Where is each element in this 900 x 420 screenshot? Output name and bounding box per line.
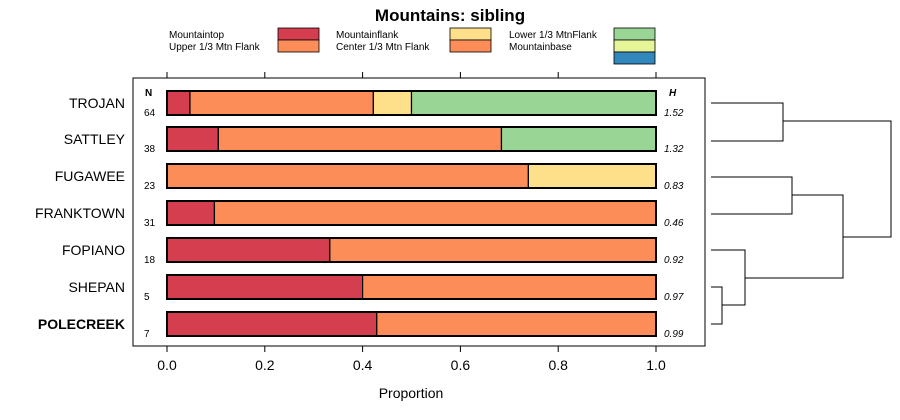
bar-outline: [166, 126, 657, 152]
dendrogram-branch: [783, 120, 892, 238]
bar-segment: [166, 311, 378, 337]
dendrogram-branch: [711, 249, 746, 306]
bar-segment: [329, 237, 657, 263]
h-value: 0.97: [664, 292, 684, 303]
x-tick-label: 1.0: [646, 357, 666, 373]
bar-segment: [527, 163, 657, 189]
bar-outline: [166, 237, 657, 263]
dendrogram-branch: [711, 286, 723, 325]
n-header: N: [145, 88, 152, 99]
bar-segment: [362, 274, 657, 300]
legend-label: Center 1/3 Mtn Flank: [336, 42, 430, 53]
bar-segment: [166, 200, 216, 226]
bar-segment: [410, 90, 657, 116]
h-value: 1.32: [664, 144, 684, 155]
bar-outline: [166, 274, 657, 300]
bar-outline: [166, 200, 657, 226]
category-label: FUGAWEE: [55, 168, 125, 184]
x-tick-label: 0.8: [548, 357, 568, 373]
legend-swatch: [449, 39, 492, 53]
category-label: SATTLEY: [64, 131, 126, 147]
n-value: 38: [144, 144, 156, 155]
x-axis-title: Proportion: [379, 385, 444, 401]
dendrogram: [711, 102, 892, 325]
legend-label: Mountainbase: [509, 42, 572, 53]
chart-title: Mountains: sibling: [375, 6, 525, 25]
n-value: 31: [144, 218, 156, 229]
h-value: 0.83: [664, 181, 684, 192]
n-value: 5: [144, 292, 150, 303]
h-value: 1.52: [664, 108, 684, 119]
bar-rows: TROJAN 64 1.52 SATTLEY 38 1.32 FUGAWEE 23 0.83 FR…: [35, 90, 684, 340]
h-value: 0.99: [664, 329, 684, 340]
x-tick-label: 0.0: [157, 357, 177, 373]
bar-outline: [166, 311, 657, 337]
bar-outline: [166, 163, 657, 189]
n-value: 7: [144, 329, 150, 340]
legend-swatch: [613, 39, 656, 53]
bar-segment: [166, 237, 331, 263]
h-value: 0.92: [664, 255, 684, 266]
bar-segment: [372, 90, 413, 116]
bar-segment: [376, 311, 657, 337]
bar-outline: [166, 90, 657, 116]
legend-label: Mountainflank: [336, 30, 399, 41]
bar-segment: [213, 200, 657, 226]
legend-swatch: [277, 27, 320, 41]
bar-segment: [500, 126, 657, 152]
legend-swatch: [277, 39, 320, 53]
bar-segment: [166, 90, 191, 116]
category-label: TROJAN: [69, 95, 125, 111]
x-tick-label: 0.6: [451, 357, 471, 373]
bar-segment: [166, 126, 219, 152]
h-header: H: [669, 88, 677, 99]
legend-label: Upper 1/3 Mtn Flank: [169, 42, 261, 53]
bar-segment: [217, 126, 503, 152]
n-value: 23: [144, 181, 156, 192]
bar-segment: [166, 163, 529, 189]
legend-label: Lower 1/3 MtnFlank: [509, 30, 598, 41]
dendrogram-branch: [711, 102, 784, 142]
n-value: 64: [144, 108, 156, 119]
n-value: 18: [144, 255, 156, 266]
category-label: POLECREEK: [38, 316, 125, 332]
dendrogram-branch: [711, 176, 793, 215]
legend-swatch: [613, 27, 656, 41]
category-label: FRANKTOWN: [35, 205, 125, 221]
bar-segment: [166, 274, 364, 300]
category-label: SHEPAN: [68, 279, 125, 295]
h-value: 0.46: [664, 218, 684, 229]
legend-swatch: [449, 27, 492, 41]
legend-label: Mountaintop: [169, 30, 224, 41]
x-tick-label: 0.2: [255, 357, 275, 373]
bar-segment: [189, 90, 374, 116]
category-label: FOPIANO: [62, 242, 125, 258]
x-tick-label: 0.4: [353, 357, 373, 373]
legend-swatch: [613, 51, 656, 65]
x-axis: 0.0 0.2 0.4 0.6 0.8 1.0: [157, 72, 666, 373]
plot-frame: [132, 77, 706, 347]
dendrogram-branch: [745, 194, 844, 279]
